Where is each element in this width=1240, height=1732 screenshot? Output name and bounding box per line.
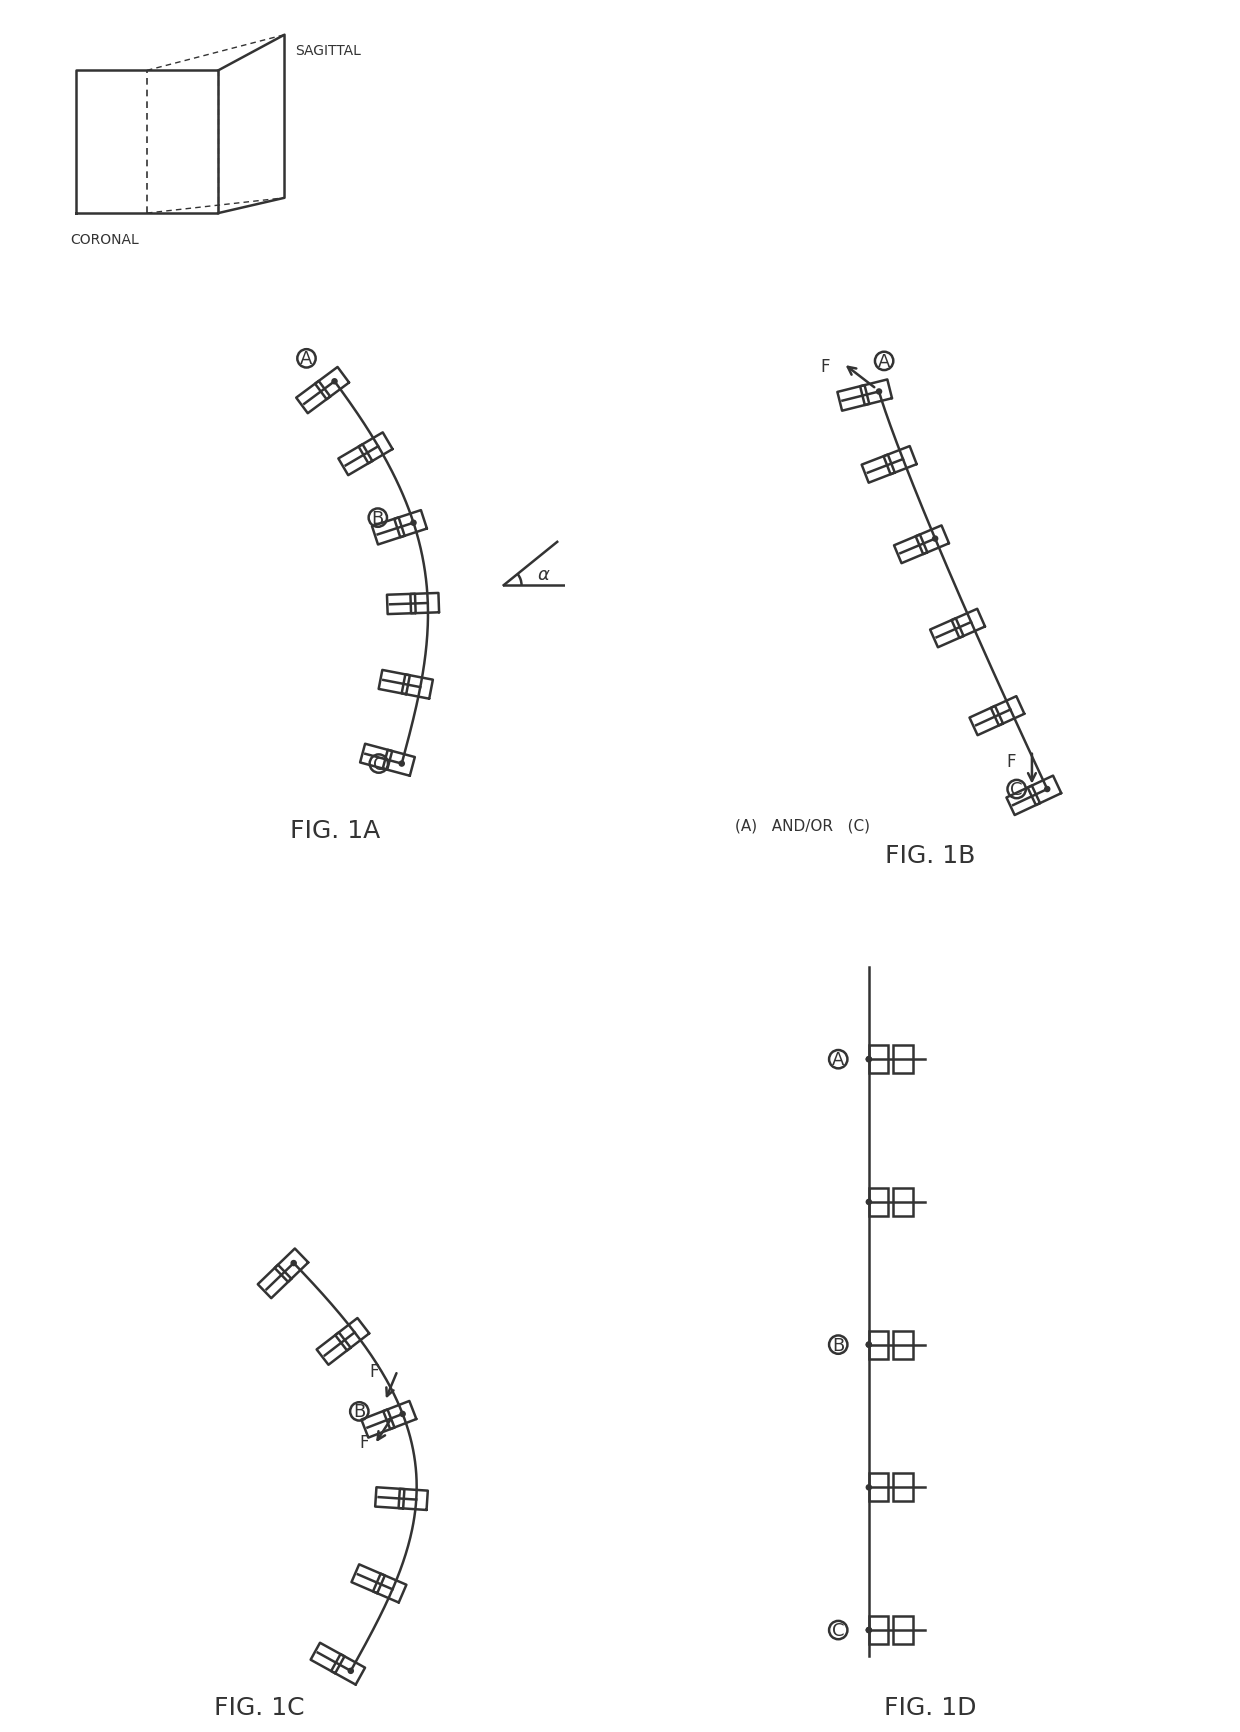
Text: B: B [372, 509, 384, 527]
Circle shape [867, 1200, 872, 1205]
Text: A: A [878, 353, 890, 371]
Text: FIG. 1C: FIG. 1C [213, 1694, 304, 1718]
Bar [869, 1616, 888, 1644]
Text: FIG. 1A: FIG. 1A [290, 818, 381, 842]
Circle shape [867, 1628, 872, 1633]
Bar [893, 1046, 913, 1074]
Bar [869, 1188, 888, 1216]
Text: FIG. 1B: FIG. 1B [885, 843, 975, 868]
Circle shape [867, 1057, 872, 1062]
Circle shape [867, 1342, 872, 1347]
Text: F: F [821, 359, 831, 376]
Circle shape [291, 1261, 296, 1266]
Bar [869, 1474, 888, 1502]
Text: A: A [832, 1051, 844, 1069]
Circle shape [867, 1484, 872, 1490]
Bar [869, 1046, 888, 1074]
Bar [869, 1330, 888, 1360]
Circle shape [867, 1342, 872, 1347]
Bar [893, 1474, 913, 1502]
Text: C: C [372, 755, 386, 772]
Text: F: F [360, 1432, 370, 1451]
Circle shape [410, 521, 417, 527]
Text: FIG. 1D: FIG. 1D [884, 1694, 976, 1718]
Circle shape [348, 1668, 353, 1673]
Circle shape [867, 1057, 872, 1062]
Circle shape [399, 762, 404, 767]
Text: $\alpha$: $\alpha$ [537, 566, 551, 584]
Bar [893, 1188, 913, 1216]
Text: B: B [832, 1335, 844, 1354]
Text: C: C [1011, 781, 1023, 798]
Text: A: A [300, 350, 312, 369]
Bar [893, 1616, 913, 1644]
Circle shape [401, 1412, 405, 1417]
Circle shape [877, 390, 882, 395]
Text: C: C [832, 1621, 844, 1638]
Text: CORONAL: CORONAL [71, 232, 139, 246]
Text: F: F [1007, 753, 1017, 771]
Bar [893, 1330, 913, 1360]
Text: B: B [353, 1403, 366, 1420]
Circle shape [1044, 786, 1050, 792]
Circle shape [867, 1628, 872, 1633]
Text: (A)   AND/OR   (C): (A) AND/OR (C) [735, 818, 870, 833]
Text: F: F [370, 1361, 379, 1380]
Text: SAGITTAL: SAGITTAL [295, 43, 361, 57]
Circle shape [932, 537, 937, 542]
Circle shape [332, 379, 337, 385]
